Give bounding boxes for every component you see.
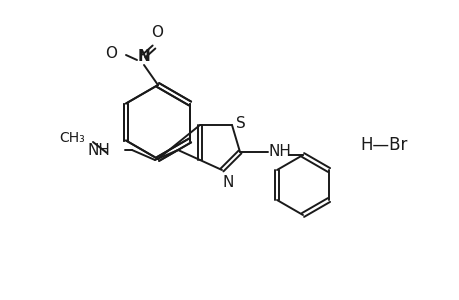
Text: NH: NH bbox=[269, 143, 291, 158]
Text: O: O bbox=[151, 25, 162, 40]
Text: CH₃: CH₃ bbox=[59, 131, 85, 145]
Text: H—Br: H—Br bbox=[359, 136, 407, 154]
Text: S: S bbox=[235, 116, 245, 130]
Text: NH: NH bbox=[87, 142, 110, 158]
Text: O: O bbox=[105, 46, 117, 61]
Text: N: N bbox=[137, 49, 150, 64]
Text: N: N bbox=[223, 175, 234, 190]
